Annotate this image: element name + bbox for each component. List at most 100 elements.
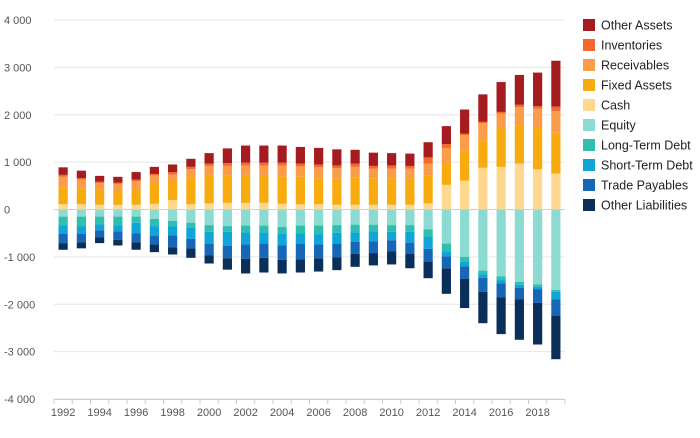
bar-segment-inventories[interactable] — [149, 173, 159, 176]
bar-segment-long-term-debt[interactable] — [405, 225, 415, 232]
legend-item[interactable]: Short-Term Debt — [583, 159, 693, 173]
bar-segment-receivables[interactable] — [95, 182, 105, 190]
bar-segment-equity[interactable] — [76, 209, 86, 217]
bar-segment-fixed-assets[interactable] — [259, 174, 269, 203]
bar-segment-inventories[interactable] — [368, 165, 378, 169]
bar-segment-other-liabilities[interactable] — [222, 258, 232, 270]
bar-segment-trade-payables[interactable] — [332, 243, 342, 258]
bar-segment-cash[interactable] — [149, 203, 159, 210]
bar-segment-fixed-assets[interactable] — [241, 174, 251, 203]
bar-segment-receivables[interactable] — [405, 168, 415, 179]
bar-segment-receivables[interactable] — [460, 135, 470, 151]
bar-segment-short-term-debt[interactable] — [131, 222, 141, 234]
bar-segment-fixed-assets[interactable] — [131, 189, 141, 205]
bar-segment-cash[interactable] — [314, 204, 324, 210]
bar-segment-other-assets[interactable] — [368, 152, 378, 166]
bar-segment-fixed-assets[interactable] — [277, 176, 287, 204]
bar-segment-inventories[interactable] — [441, 144, 451, 148]
bar-segment-equity[interactable] — [460, 209, 470, 257]
bar-segment-short-term-debt[interactable] — [387, 231, 397, 241]
bar-segment-cash[interactable] — [113, 204, 123, 210]
bar-segment-receivables[interactable] — [113, 183, 123, 191]
bar-segment-other-liabilities[interactable] — [241, 258, 251, 274]
bar-segment-long-term-debt[interactable] — [168, 220, 178, 227]
bar-segment-receivables[interactable] — [368, 168, 378, 179]
bar-segment-other-liabilities[interactable] — [387, 251, 397, 265]
bar-segment-other-liabilities[interactable] — [95, 237, 105, 244]
bar-segment-short-term-debt[interactable] — [314, 234, 324, 245]
bar-segment-other-assets[interactable] — [350, 149, 360, 164]
bar-segment-fixed-assets[interactable] — [58, 187, 68, 205]
bar-segment-receivables[interactable] — [241, 165, 251, 175]
bar-segment-inventories[interactable] — [295, 163, 305, 167]
bar-segment-cash[interactable] — [58, 204, 68, 210]
bar-segment-trade-payables[interactable] — [58, 233, 68, 244]
bar-segment-cash[interactable] — [295, 204, 305, 210]
bar-segment-equity[interactable] — [277, 209, 287, 228]
bar-segment-trade-payables[interactable] — [387, 240, 397, 252]
bar-segment-cash[interactable] — [131, 204, 141, 210]
bar-segment-cash[interactable] — [387, 204, 397, 210]
bar-segment-trade-payables[interactable] — [95, 230, 105, 238]
bar-segment-short-term-debt[interactable] — [478, 274, 488, 278]
bar-segment-equity[interactable] — [113, 209, 123, 217]
bar-segment-inventories[interactable] — [314, 164, 324, 168]
bar-segment-fixed-assets[interactable] — [204, 175, 214, 204]
bar-segment-trade-payables[interactable] — [168, 235, 178, 248]
bar-segment-short-term-debt[interactable] — [149, 226, 159, 237]
bar-segment-other-liabilities[interactable] — [168, 247, 178, 255]
legend-item[interactable]: Cash — [583, 99, 630, 113]
bar-segment-short-term-debt[interactable] — [241, 232, 251, 245]
bar-segment-other-liabilities[interactable] — [131, 242, 141, 250]
bar-segment-long-term-debt[interactable] — [350, 224, 360, 233]
bar-segment-equity[interactable] — [496, 209, 506, 277]
bar-segment-inventories[interactable] — [460, 133, 470, 136]
bar-segment-long-term-debt[interactable] — [368, 224, 378, 232]
bar-segment-trade-payables[interactable] — [149, 236, 159, 245]
bar-segment-short-term-debt[interactable] — [222, 231, 232, 246]
bar-segment-equity[interactable] — [186, 209, 196, 223]
bar-segment-equity[interactable] — [551, 209, 561, 291]
bar-segment-other-assets[interactable] — [460, 109, 470, 134]
bar-segment-fixed-assets[interactable] — [295, 176, 305, 205]
bar-segment-other-assets[interactable] — [76, 170, 86, 179]
bar-segment-long-term-debt[interactable] — [441, 243, 451, 252]
bar-segment-other-liabilities[interactable] — [533, 302, 543, 345]
bar-segment-short-term-debt[interactable] — [277, 233, 287, 246]
bar-segment-equity[interactable] — [368, 209, 378, 225]
bar-segment-other-assets[interactable] — [113, 176, 123, 183]
bar-segment-equity[interactable] — [314, 209, 324, 226]
bar-segment-inventories[interactable] — [222, 163, 232, 166]
bar-segment-trade-payables[interactable] — [314, 244, 324, 259]
bar-segment-other-liabilities[interactable] — [405, 254, 415, 269]
bar-segment-inventories[interactable] — [551, 106, 561, 111]
bar-segment-other-assets[interactable] — [314, 147, 324, 165]
bar-segment-fixed-assets[interactable] — [496, 128, 506, 167]
bar-segment-inventories[interactable] — [186, 166, 196, 170]
bar-segment-short-term-debt[interactable] — [460, 261, 470, 267]
bar-segment-fixed-assets[interactable] — [332, 178, 342, 205]
bar-segment-inventories[interactable] — [113, 182, 123, 184]
bar-segment-trade-payables[interactable] — [186, 238, 196, 249]
bar-segment-fixed-assets[interactable] — [314, 178, 324, 205]
bar-segment-short-term-debt[interactable] — [441, 251, 451, 257]
bar-segment-other-assets[interactable] — [533, 72, 543, 107]
bar-segment-receivables[interactable] — [533, 108, 543, 129]
bar-segment-trade-payables[interactable] — [259, 243, 269, 258]
bar-segment-cash[interactable] — [514, 163, 524, 210]
bar-segment-inventories[interactable] — [131, 179, 141, 182]
bar-segment-receivables[interactable] — [350, 166, 360, 178]
bar-segment-equity[interactable] — [423, 209, 433, 230]
bar-segment-trade-payables[interactable] — [441, 256, 451, 269]
bar-segment-trade-payables[interactable] — [551, 299, 561, 316]
bar-segment-other-liabilities[interactable] — [423, 261, 433, 279]
bar-segment-long-term-debt[interactable] — [496, 276, 506, 281]
bar-segment-receivables[interactable] — [441, 147, 451, 164]
bar-segment-fixed-assets[interactable] — [76, 188, 86, 205]
bar-segment-equity[interactable] — [533, 209, 543, 285]
bar-segment-long-term-debt[interactable] — [387, 225, 397, 232]
legend-item[interactable]: Other Assets — [583, 19, 673, 33]
bar-segment-cash[interactable] — [95, 204, 105, 210]
bar-segment-cash[interactable] — [204, 203, 214, 210]
bar-segment-inventories[interactable] — [58, 174, 68, 177]
